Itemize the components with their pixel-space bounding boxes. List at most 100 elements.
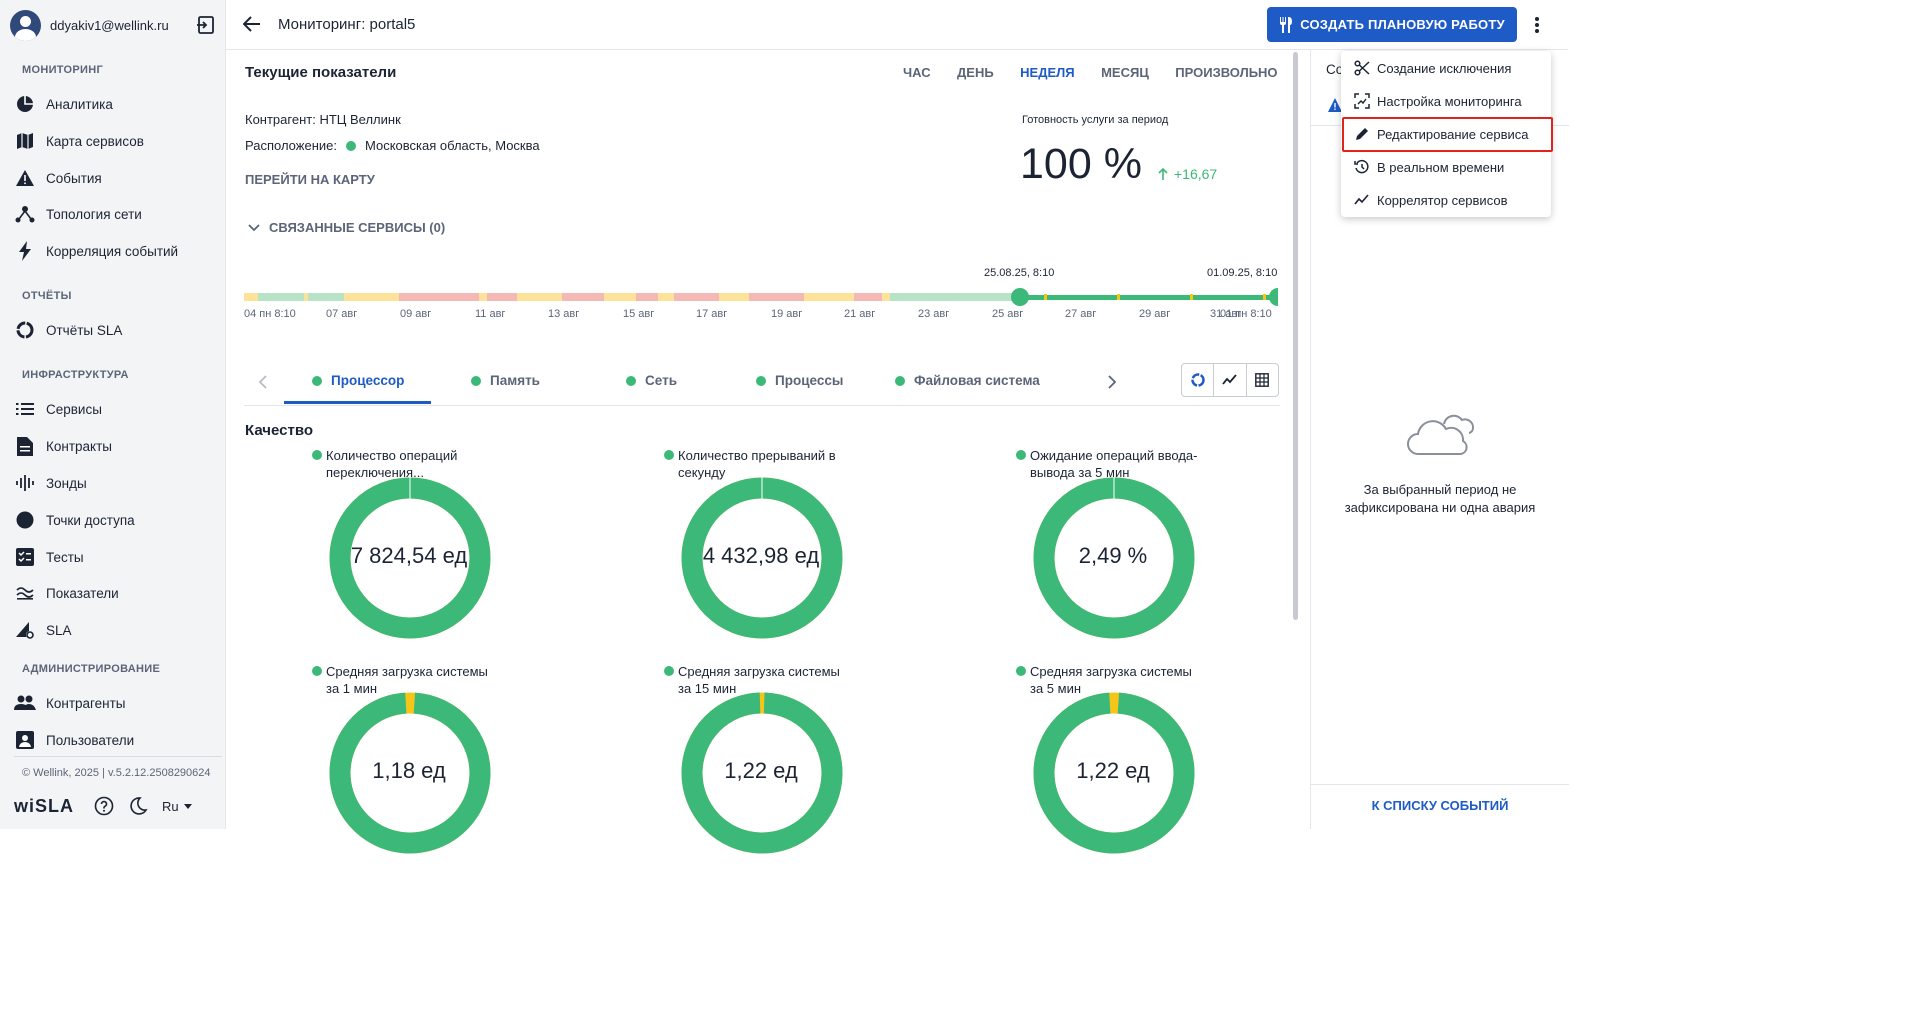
chevron-right-icon[interactable] [1108,375,1117,389]
goto-map-link[interactable]: ПЕРЕЙТИ НА КАРТУ [245,172,375,187]
metric-value: 2,49 % [1078,543,1148,568]
menu-item-edit-service[interactable]: Редактирование сервиса [1341,119,1551,149]
dark-mode-icon[interactable] [128,796,148,816]
metric-value: 1,22 ед [1076,758,1150,783]
sidebar-item-label: Корреляция событий [46,243,179,259]
status-dot-icon [345,140,356,151]
timeline-tick: 21 авг [844,308,876,320]
sidebar-item-sla[interactable]: SLA [14,616,219,644]
warning-icon[interactable] [1327,97,1343,113]
page-title: Мониторинг: portal5 [278,16,416,33]
scan-icon [1353,93,1371,109]
sidebar-item-correlation[interactable]: Корреляция событий [14,237,219,265]
panel-tab-partial[interactable]: Со [1326,62,1344,77]
scissors-icon [1353,60,1371,76]
status-dot-icon [664,450,674,460]
metric-label: Ожидание операций ввода-вывода за 5 мин [1016,447,1230,481]
line-view-button[interactable] [1214,364,1247,396]
avatar[interactable] [10,9,41,41]
sidebar-item-users[interactable]: Пользователи [14,726,219,754]
sidebar-item-sla-reports[interactable]: Отчёты SLA [14,316,219,344]
menu-item-realtime[interactable]: В реальном времени [1341,152,1551,182]
language-select[interactable]: Ru [162,799,192,814]
status-dot-icon [1016,666,1026,676]
tab-processor[interactable]: Процессор [312,373,404,388]
location-row: Расположение: Московская область, Москва [245,138,540,153]
timeline-tick: 15 авг [623,308,655,320]
period-month[interactable]: МЕСЯЦ [1101,65,1149,80]
indicators-icon [14,583,36,603]
help-icon[interactable] [94,796,114,816]
sidebar-item-label: Отчёты SLA [46,322,123,338]
caret-down-icon [183,803,192,809]
sidebar-item-events[interactable]: События [14,164,219,192]
section-title: Текущие показатели [245,64,397,81]
sidebar-item-contracts[interactable]: Контракты [14,432,219,460]
donut-chart [681,692,843,854]
sidebar: ddyakiv1@wellink.ru МОНИТОРИНГ Аналитика… [0,0,226,829]
sidebar-item-services[interactable]: Сервисы [14,395,219,423]
tab-filesystem[interactable]: Файловая система [895,373,1040,388]
table-view-button[interactable] [1247,364,1278,396]
timeline-bar[interactable] [244,286,1282,308]
donut-chart [329,477,491,639]
logout-icon[interactable] [195,14,217,36]
section-admin: АДМИНИСТРИРОВАНИЕ [22,663,161,675]
more-menu-button[interactable] [1528,14,1546,36]
sidebar-item-analytics[interactable]: Аналитика [14,90,219,118]
timeline-tick: 04 пн 8:10 [244,308,296,320]
sidebar-item-label: Топология сети [46,206,142,222]
sidebar-item-tests[interactable]: Тесты [14,543,219,571]
topology-icon [14,204,36,224]
period-day[interactable]: ДЕНЬ [957,65,994,80]
tools-icon [1279,16,1293,33]
menu-item-label: Настройка мониторинга [1377,93,1522,109]
back-arrow-icon[interactable] [243,15,261,33]
menu-item-monitoring-settings[interactable]: Настройка мониторинга [1341,86,1551,116]
period-hour[interactable]: ЧАС [903,65,931,80]
linked-services-toggle[interactable]: СВЯЗАННЫЕ СЕРВИСЫ (0) [248,220,445,235]
warning-icon [14,168,36,188]
history-icon [1353,159,1371,175]
lightning-icon [14,241,36,261]
menu-item-label: Редактирование сервиса [1377,126,1529,142]
status-dot-icon [1016,450,1026,460]
availability-delta-value: +16,67 [1174,166,1218,182]
sidebar-item-label: SLA [46,622,72,638]
availability-label: Готовность услуги за период [1022,114,1169,126]
donut-chart [681,477,843,639]
tab-network[interactable]: Сеть [626,373,677,388]
timeline-tick: 01 пн 8:10 [1220,308,1272,320]
section-monitoring: МОНИТОРИНГ [22,64,103,76]
tab-memory[interactable]: Память [471,373,540,388]
events-list-link[interactable]: К СПИСКУ СОБЫТИЙ [1371,798,1509,813]
divider [14,756,222,757]
menu-item-create-exception[interactable]: Создание исключения [1341,53,1551,83]
menu-item-label: Коррелятор сервисов [1377,192,1508,208]
highlight-box [1342,117,1553,152]
timeline-tick: 17 авг [696,308,728,320]
main-scrollbar[interactable] [1293,52,1298,620]
chevron-left-icon[interactable] [258,375,267,389]
tab-label: Файловая система [914,373,1040,388]
sidebar-item-access-points[interactable]: Точки доступа [14,506,219,534]
create-planned-work-button[interactable]: СОЗДАТЬ ПЛАНОВУЮ РАБОТУ [1267,7,1517,42]
metric-tabs: Процессор Память Сеть Процессы Файловая … [244,360,1280,406]
donut-view-icon [1190,373,1205,387]
tab-processes[interactable]: Процессы [756,373,843,388]
cloud-icon [1406,408,1476,460]
timeline-tick: 27 авг [1065,308,1097,320]
arrow-up-icon [1158,168,1168,180]
sidebar-item-indicators[interactable]: Показатели [14,579,219,607]
period-week[interactable]: НЕДЕЛЯ [1020,65,1075,80]
menu-item-correlator[interactable]: Коррелятор сервисов [1341,185,1551,215]
donut-view-button[interactable] [1182,364,1215,396]
sidebar-item-service-map[interactable]: Карта сервисов [14,127,219,155]
timeline-tick: 13 авг [548,308,580,320]
timeline-tick: 29 авг [1139,308,1171,320]
timeline-tick: 23 авг [918,308,950,320]
sidebar-item-probes[interactable]: Зонды [14,469,219,497]
period-custom[interactable]: ПРОИЗВОЛЬНО [1175,65,1278,80]
sidebar-item-topology[interactable]: Топология сети [14,200,219,228]
sidebar-item-contractors[interactable]: Контрагенты [14,689,219,717]
